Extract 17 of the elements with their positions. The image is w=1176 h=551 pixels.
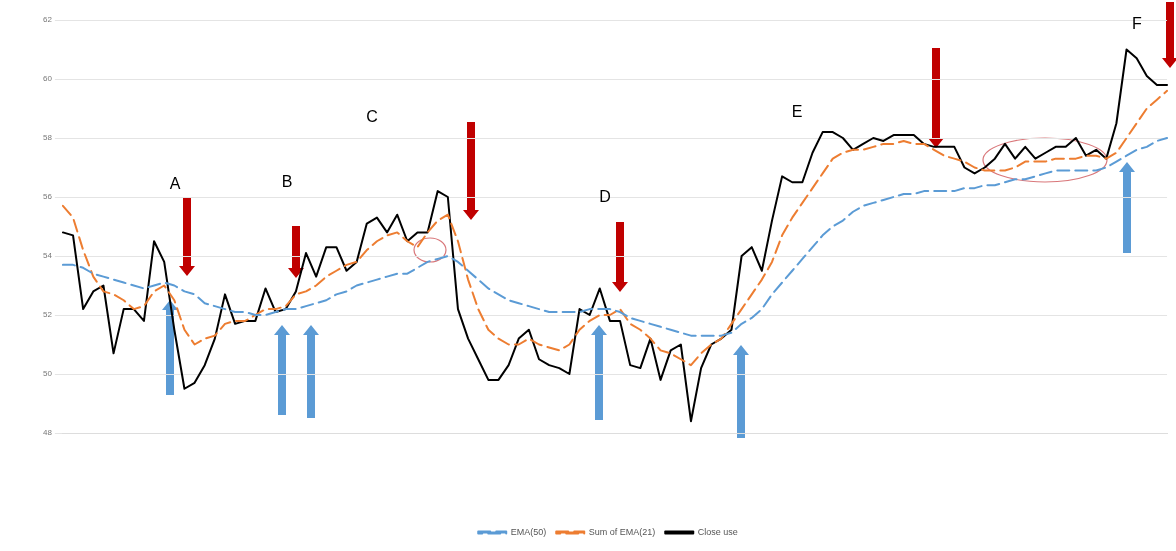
y-tick-label: 54 <box>42 251 53 261</box>
annotation: B <box>281 173 293 191</box>
legend-label: EMA(50) <box>510 526 547 537</box>
annotation: D <box>599 188 611 206</box>
y-tick-label: 56 <box>42 192 53 202</box>
annotation: F <box>1132 15 1143 33</box>
annotation: C <box>366 108 378 126</box>
y-tick-label: 58 <box>42 133 53 143</box>
y-tick-label: 50 <box>42 369 53 379</box>
y-tick-label: 48 <box>42 428 53 438</box>
annotation: E <box>791 103 803 121</box>
legend-label: Close use <box>697 526 738 537</box>
y-tick-label: 62 <box>42 15 53 25</box>
legend-label: Sum of EMA(21) <box>588 526 656 537</box>
y-tick-label: 60 <box>42 74 53 84</box>
annotation: A <box>169 175 181 193</box>
y-tick-label: 52 <box>42 310 53 320</box>
